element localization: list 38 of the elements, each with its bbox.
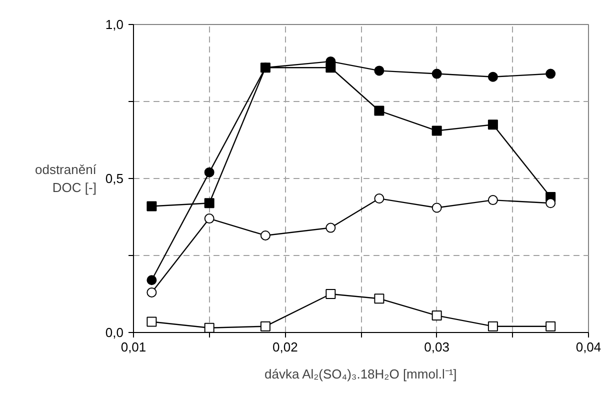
point (488, 195, 498, 206)
point (204, 214, 214, 224)
x-tick-label: 0,02 (272, 340, 298, 354)
point (326, 62, 336, 73)
y-tick-label: 0,5 (105, 171, 124, 186)
y-tick-label: 0,0 (105, 325, 124, 340)
x-tick-label: 0,03 (424, 340, 450, 354)
point (260, 321, 270, 332)
x-axis-title: dávka Al₂(SO₄)₃.18H₂O [mmol.l⁻¹] (264, 366, 457, 382)
point (146, 275, 157, 286)
point (260, 62, 270, 73)
point (326, 222, 336, 233)
y-axis-title: odstranění DOC [-] (34, 162, 97, 195)
point (546, 321, 556, 332)
x-tick-label: 0,01 (120, 340, 146, 354)
point (432, 126, 442, 136)
point (260, 230, 270, 240)
x-tick-label: 0,04 (576, 340, 602, 354)
point (432, 310, 442, 321)
point (488, 72, 498, 82)
point (204, 167, 214, 178)
point (374, 194, 384, 204)
point (146, 201, 157, 212)
point (374, 294, 384, 304)
point (432, 68, 442, 79)
point (488, 321, 498, 332)
point (546, 198, 556, 208)
point (432, 202, 442, 213)
y-tick-label: 1,0 (105, 17, 124, 32)
point (374, 106, 384, 116)
point (204, 322, 214, 332)
point (546, 68, 556, 79)
point (146, 316, 157, 327)
point (488, 120, 498, 130)
point (146, 287, 157, 298)
point (374, 66, 384, 76)
point (326, 289, 336, 299)
point (204, 198, 214, 208)
